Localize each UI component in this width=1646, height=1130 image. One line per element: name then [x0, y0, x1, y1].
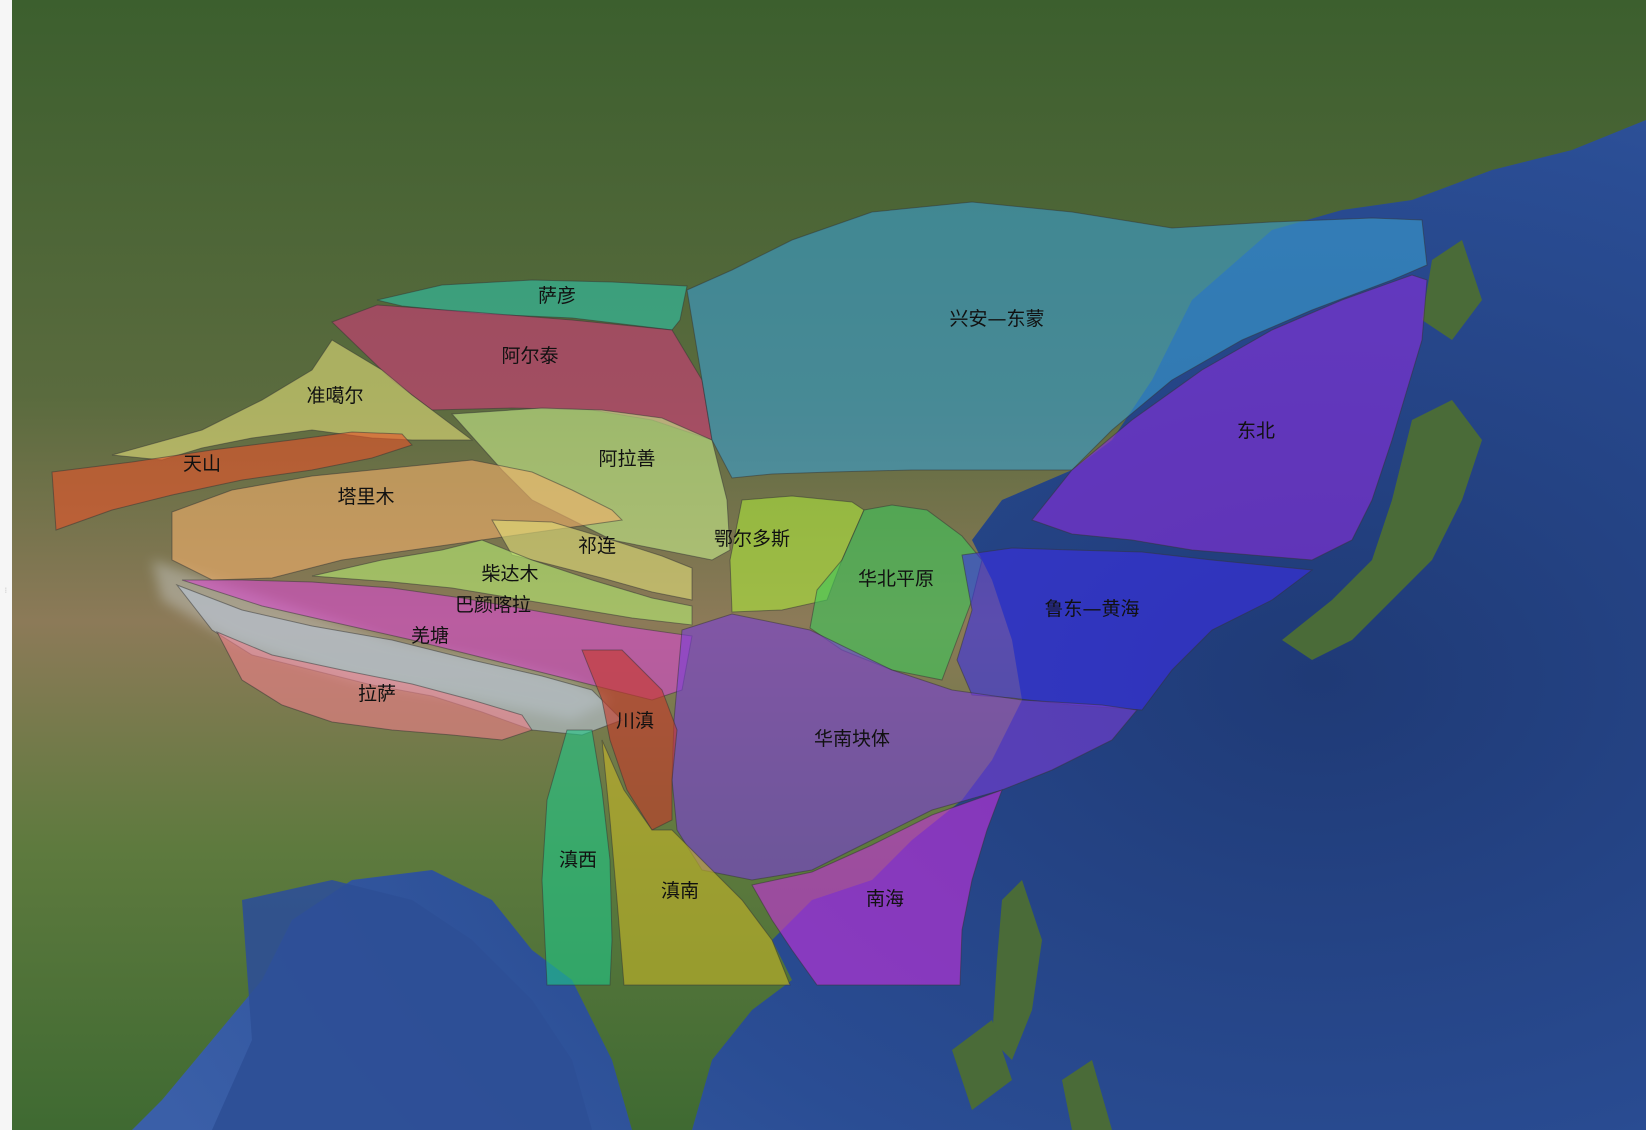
- region-northeast[interactable]: [1031, 274, 1428, 561]
- label-south-sea: 南海: [866, 888, 904, 910]
- region-qaidam[interactable]: [311, 539, 693, 626]
- label-tianshan: 天山: [183, 453, 221, 475]
- label-xingan-dongmeng: 兴安—东蒙: [949, 308, 1044, 330]
- label-sayan: 萨彦: [538, 285, 576, 307]
- region-tianshan[interactable]: [51, 431, 413, 531]
- resize-grip-icon[interactable]: ⋮: [3, 587, 9, 594]
- region-north-china-plain[interactable]: [809, 504, 983, 681]
- region-xingan-dongmeng[interactable]: [686, 201, 1428, 479]
- map-svg[interactable]: 萨彦 阿尔泰 准噶尔 阿拉善 天山 塔里木 祁连 柴达木 巴颜喀拉 羌塘 拉萨 …: [12, 0, 1646, 1130]
- region-chuandian[interactable]: [581, 649, 678, 831]
- region-lhasa[interactable]: [215, 631, 533, 741]
- label-chuandian: 川滇: [616, 710, 654, 732]
- label-north-china-plain: 华北平原: [858, 568, 934, 590]
- label-junggar: 准噶尔: [306, 385, 363, 407]
- label-ordos: 鄂尔多斯: [714, 528, 790, 550]
- label-bayanhar: 巴颜喀拉: [455, 594, 531, 616]
- label-qilian: 祁连: [578, 535, 616, 557]
- label-dianxi: 滇西: [559, 849, 597, 871]
- region-diannan[interactable]: [601, 739, 791, 986]
- region-tarim[interactable]: [171, 459, 624, 581]
- map-canvas[interactable]: 萨彦 阿尔泰 准噶尔 阿拉善 天山 塔里木 祁连 柴达木 巴颜喀拉 羌塘 拉萨 …: [12, 0, 1646, 1130]
- label-south-china-block: 华南块体: [814, 728, 890, 750]
- region-south-china-block[interactable]: [671, 613, 1138, 881]
- label-layer: 萨彦 阿尔泰 准噶尔 阿拉善 天山 塔里木 祁连 柴达木 巴颜喀拉 羌塘 拉萨 …: [183, 285, 1275, 910]
- label-altai: 阿尔泰: [501, 345, 558, 367]
- label-ludong-yellowsea: 鲁东—黄海: [1044, 598, 1139, 620]
- label-qaidam: 柴达木: [481, 563, 538, 585]
- region-dianxi[interactable]: [541, 729, 613, 986]
- label-northeast: 东北: [1237, 420, 1275, 442]
- region-junggar[interactable]: [111, 339, 474, 461]
- label-alxa: 阿拉善: [598, 448, 655, 470]
- region-south-sea[interactable]: [751, 789, 1003, 986]
- label-tarim: 塔里木: [337, 486, 394, 508]
- region-ludong-yellowsea[interactable]: [956, 547, 1314, 711]
- label-qiangtang: 羌塘: [411, 625, 449, 647]
- region-layer: [51, 201, 1428, 986]
- region-qilian[interactable]: [491, 519, 693, 601]
- label-lhasa: 拉萨: [358, 683, 396, 705]
- label-diannan: 滇南: [661, 880, 699, 902]
